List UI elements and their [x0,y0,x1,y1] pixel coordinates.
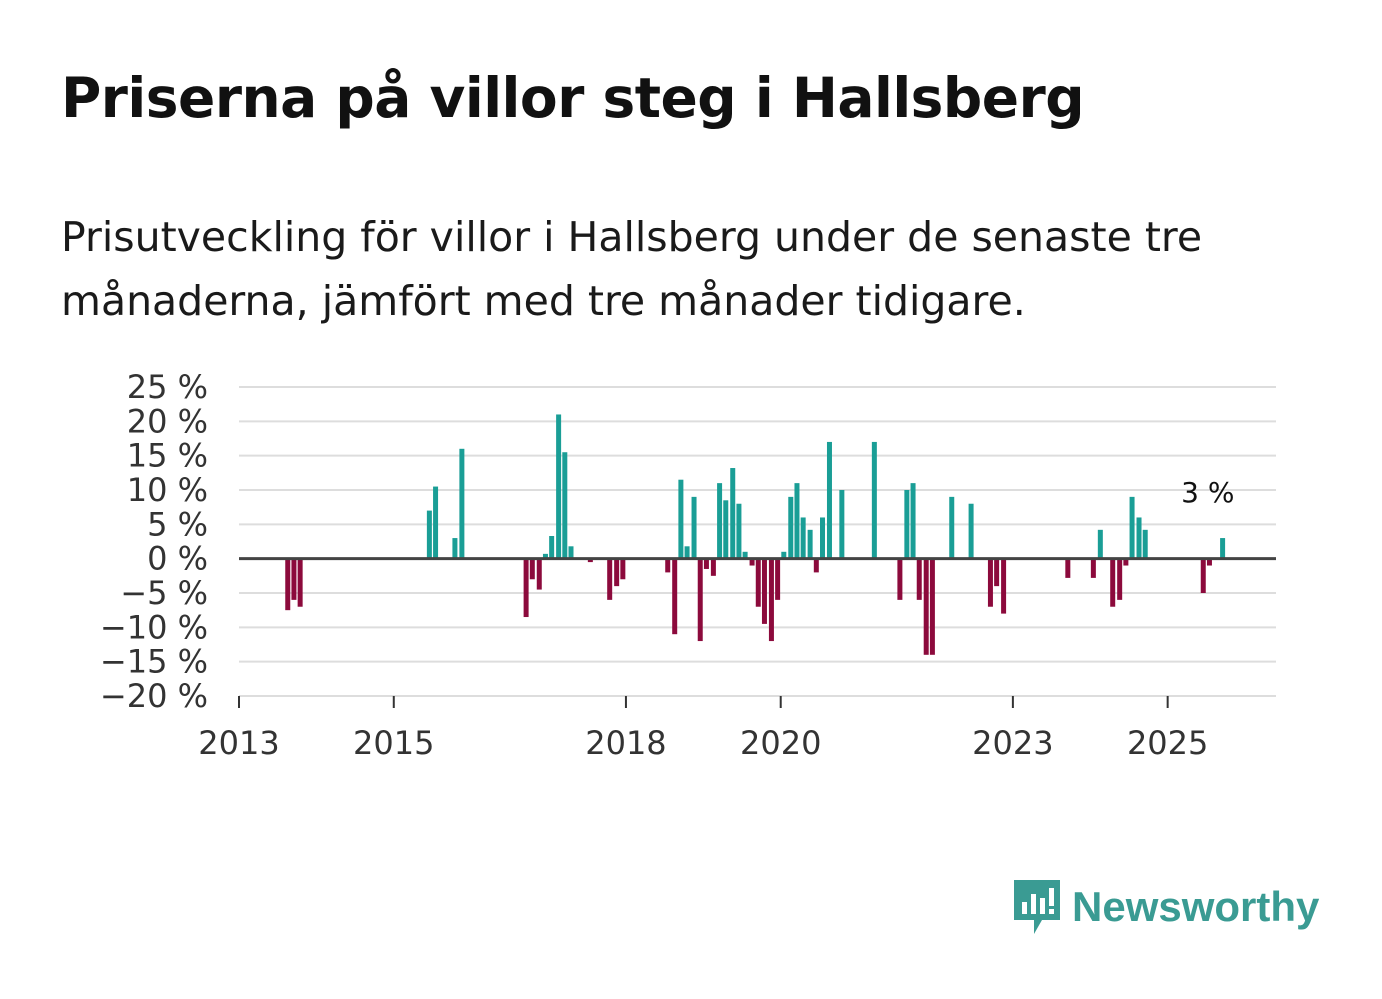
bar [1123,558,1129,566]
y-tick-label: 5 % [147,505,208,543]
bar [697,558,703,642]
bar [1097,529,1103,559]
bar [820,517,826,559]
brand-name: Newsworthy [1072,883,1320,930]
bar [665,558,671,573]
x-tick-label: 2013 [198,724,279,762]
bar [568,546,574,559]
bar [620,558,626,580]
bar [556,414,562,559]
bar [768,558,774,642]
bar [542,553,548,559]
bar [426,510,432,559]
chart-title: Priserna på villor steg i Hallsberg [61,66,1085,130]
axes [238,557,1276,708]
bar [929,558,935,655]
bar [788,496,794,559]
bar [916,558,922,600]
bar [1090,558,1096,578]
bar [781,551,787,559]
bar [523,558,529,618]
bar [794,483,800,559]
bar [536,558,542,590]
bar [761,558,767,624]
bar [1001,558,1007,614]
x-tick-label: 2025 [1127,724,1208,762]
bar [1206,558,1212,566]
bar [987,558,993,607]
bar [897,558,903,600]
x-tick-label: 2018 [585,724,666,762]
x-tick-label: 2023 [972,724,1053,762]
bar [749,558,755,566]
y-tick-label: 15 % [127,437,208,475]
bar [285,558,291,611]
bar [904,490,910,559]
bar [775,558,781,600]
bar [459,448,465,559]
bar [678,479,684,559]
bar [1110,558,1116,607]
bar [1065,558,1071,578]
y-tick-label: 0 % [147,540,208,578]
bar [452,538,458,559]
brand-logo: Newsworthy [1010,876,1319,938]
bar [742,551,748,559]
bar [1142,529,1148,559]
bar [994,558,1000,587]
y-tick-label: −15 % [100,643,208,681]
bar [839,490,845,559]
bar [736,503,742,559]
bar [723,500,729,559]
y-tick-label: 25 % [127,368,208,406]
bar-series [285,414,1226,655]
bar [607,558,613,600]
bar [1136,517,1142,559]
bar [549,536,555,559]
bar [800,517,806,559]
bar [433,486,439,559]
bar [562,452,568,559]
bar [730,468,736,559]
bar [691,496,697,559]
bar [717,483,723,559]
bar [1220,538,1226,559]
bar [684,546,690,559]
y-tick-label: −5 % [120,574,208,612]
bar [813,558,819,573]
bar [871,441,877,559]
y-tick-label: −20 % [100,677,208,715]
x-tick-label: 2020 [740,724,821,762]
bar [703,558,709,569]
y-tick-label: 20 % [127,402,208,440]
bar [672,558,678,635]
y-tick-label: −10 % [100,608,208,646]
bar [614,558,620,587]
bar [291,558,297,600]
bar [587,558,593,563]
chart-subtitle: Prisutveckling för villor i Hallsberg un… [61,213,1203,325]
bar [529,558,535,580]
y-tick-label: 10 % [127,471,208,509]
bar [297,558,303,607]
bar [710,558,716,576]
bar [923,558,929,655]
bar [1200,558,1206,593]
x-tick-label: 2015 [353,724,434,762]
grid-lines [239,386,1276,697]
bar [755,558,761,607]
bar [1117,558,1123,600]
bar [910,483,916,559]
bar [826,441,832,559]
tick-labels: 25 %20 %15 %10 %5 %0 %−5 %−10 %−15 %−20 … [100,368,1208,762]
bar [807,529,813,559]
newsworthy-logo-icon [1014,880,1060,934]
bar [1129,496,1135,559]
bar [949,496,955,559]
bar [968,503,974,559]
last-value-annotation: 3 % [1181,476,1234,509]
